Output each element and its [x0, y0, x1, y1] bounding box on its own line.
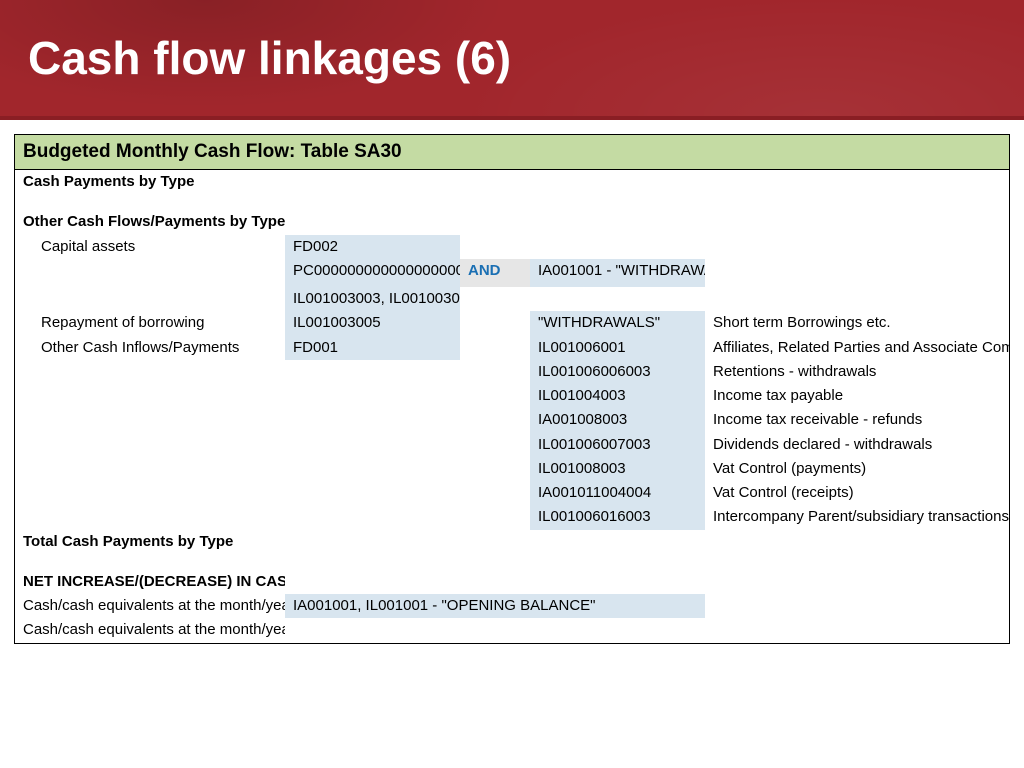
table-title: Budgeted Monthly Cash Flow: Table SA30	[15, 135, 1009, 170]
content-area: Budgeted Monthly Cash Flow: Table SA30 C…	[0, 120, 1024, 644]
and-cell: AND	[460, 259, 530, 283]
code-cell: IL001003005	[285, 311, 460, 335]
table-wrap: Budgeted Monthly Cash Flow: Table SA30 C…	[14, 134, 1010, 644]
row-label: Cash/cash equivalents at the month/year …	[15, 618, 285, 642]
table-row: IA001008003 Income tax receivable - refu…	[15, 408, 1009, 432]
page-title: Cash flow linkages (6)	[28, 31, 511, 85]
row-label: Repayment of borrowing	[15, 311, 285, 335]
spacer-row	[15, 194, 1009, 210]
desc-cell: Vat Control (payments)	[705, 457, 1009, 481]
code-cell: "WITHDRAWALS"	[530, 311, 705, 335]
cashflow-table: Cash Payments by Type Other Cash Flows/P…	[15, 170, 1009, 643]
section-heading: Total Cash Payments by Type	[15, 530, 285, 554]
table-row: Cash/cash equivalents at the month/year …	[15, 594, 1009, 618]
and-text: AND	[468, 262, 501, 279]
table-row: PC00000000000000000000 AND IA001001 - "W…	[15, 259, 1009, 283]
table-row: Repayment of borrowing IL001003005 "WITH…	[15, 311, 1009, 335]
code-cell: IA001001, IL001001 - "OPENING BALANCE"	[285, 594, 705, 618]
code-cell: IL001004003	[530, 384, 705, 408]
desc-cell: Intercompany Parent/subsidiary transacti…	[705, 505, 1009, 529]
code-cell: IL001008003	[530, 457, 705, 481]
table-row: Cash/cash equivalents at the month/year …	[15, 618, 1009, 642]
code-cell: IA001008003	[530, 408, 705, 432]
section-heading: Cash Payments by Type	[15, 170, 285, 194]
header-band: Cash flow linkages (6)	[0, 0, 1024, 120]
table-row: IA001011004004 Vat Control (receipts)	[15, 481, 1009, 505]
row-label: Other Cash Inflows/Payments	[15, 336, 285, 360]
code-cell: IL001003003, IL001003004,	[285, 287, 460, 311]
code-cell: IL001006016003	[530, 505, 705, 529]
table-row: IL001003003, IL001003004,	[15, 287, 1009, 311]
table-row: Other Cash Flows/Payments by Type	[15, 210, 1009, 234]
table-row: Capital assets FD002	[15, 235, 1009, 259]
code-cell: IA001001 - "WITHDRAWALS"	[530, 259, 705, 283]
desc-cell: Income tax receivable - refunds	[705, 408, 1009, 432]
code-cell: IL001006006003	[530, 360, 705, 384]
table-row: Cash Payments by Type	[15, 170, 1009, 194]
table-row: Other Cash Inflows/Payments FD001 IL0010…	[15, 336, 1009, 360]
code-cell: FD002	[285, 235, 460, 259]
desc-cell: Retentions - withdrawals	[705, 360, 1009, 384]
table-row: IL001006006003 Retentions - withdrawals	[15, 360, 1009, 384]
row-label: Cash/cash equivalents at the month/year …	[15, 594, 285, 618]
table-row: NET INCREASE/(DECREASE) IN CASH	[15, 570, 1009, 594]
desc-cell: Income tax payable	[705, 384, 1009, 408]
desc-cell: Affiliates, Related Parties and Associat…	[705, 336, 1009, 360]
code-cell: IA001011004004	[530, 481, 705, 505]
table-row: IL001004003 Income tax payable	[15, 384, 1009, 408]
row-label: Capital assets	[15, 235, 285, 259]
desc-cell: Dividends declared - withdrawals	[705, 433, 1009, 457]
code-cell: FD001	[285, 336, 460, 360]
table-row: IL001006016003 Intercompany Parent/subsi…	[15, 505, 1009, 529]
table-row: IL001008003 Vat Control (payments)	[15, 457, 1009, 481]
desc-cell: Short term Borrowings etc.	[705, 311, 1009, 335]
code-cell: IL001006007003	[530, 433, 705, 457]
code-cell: IL001006001	[530, 336, 705, 360]
table-row: IL001006007003 Dividends declared - with…	[15, 433, 1009, 457]
desc-cell: Vat Control (receipts)	[705, 481, 1009, 505]
section-heading: Other Cash Flows/Payments by Type	[15, 210, 285, 234]
table-row: Total Cash Payments by Type	[15, 530, 1009, 554]
section-heading: NET INCREASE/(DECREASE) IN CASH	[15, 570, 285, 594]
spacer-row	[15, 554, 1009, 570]
code-cell: PC00000000000000000000	[285, 259, 460, 283]
